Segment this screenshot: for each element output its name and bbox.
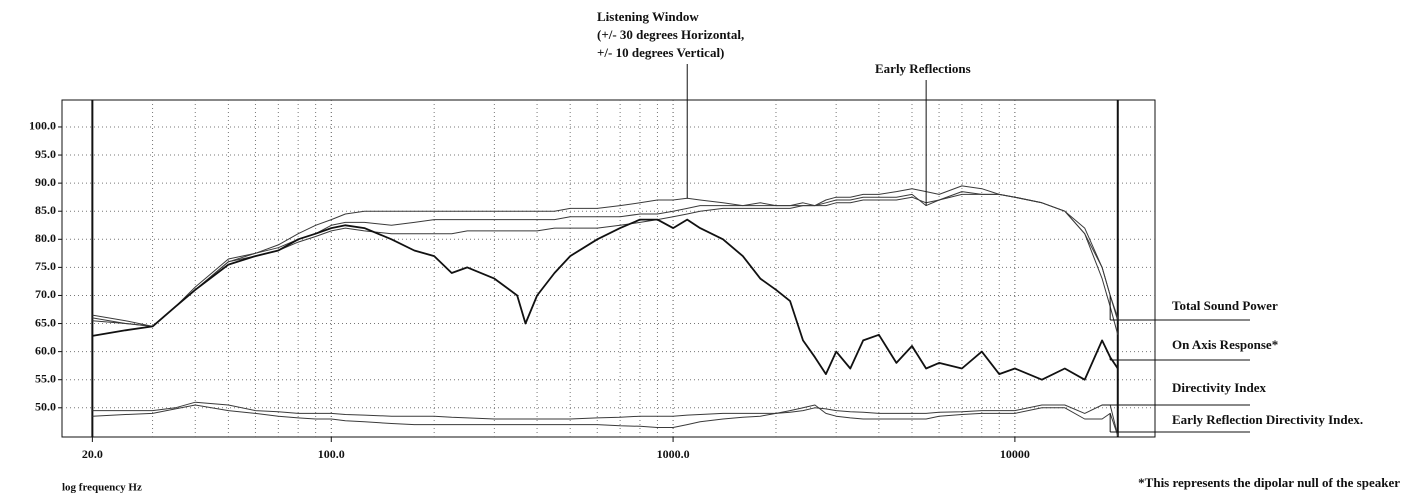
series-label: Directivity Index (1172, 380, 1266, 395)
plot-frame (61, 99, 1156, 438)
y-tick-label: 65.0 (35, 315, 56, 329)
series-label: Early Reflection Directivity Index. (1172, 412, 1363, 427)
x-tick-label: 1000.0 (657, 447, 690, 461)
x-tick-label: 10000 (1000, 447, 1030, 461)
y-tick-label: 75.0 (35, 259, 56, 273)
y-tick-label: 95.0 (35, 147, 56, 161)
series-label: Early Reflections (875, 61, 971, 76)
series-label: Listening Window (597, 9, 699, 24)
series-label: On Axis Response* (1172, 337, 1278, 352)
series-label: Total Sound Power (1172, 298, 1278, 313)
x-tick-label: 20.0 (82, 447, 103, 461)
y-tick-label: 70.0 (35, 287, 56, 301)
series-line (92, 191, 1119, 335)
y-tick-label: 80.0 (35, 231, 56, 245)
y-tick-label: 100.0 (29, 119, 56, 133)
series-line (92, 401, 1119, 437)
series-note: (+/- 30 degrees Horizontal, (597, 27, 744, 42)
series-note: +/- 10 degrees Vertical) (597, 45, 724, 60)
x-tick-label: 100.0 (318, 447, 345, 461)
series-line (92, 193, 1119, 327)
y-tick-label: 60.0 (35, 343, 56, 357)
series-line (92, 404, 1119, 437)
y-tick-label: 85.0 (35, 203, 56, 217)
y-tick-label: 90.0 (35, 175, 56, 189)
y-tick-label: 50.0 (35, 400, 56, 414)
x-axis-label: log frequency Hz (62, 482, 142, 494)
series-line (92, 218, 1119, 381)
y-tick-label: 55.0 (35, 371, 56, 385)
footnote: *This represents the dipolar null of the… (1138, 475, 1400, 490)
series-line (92, 185, 1119, 327)
